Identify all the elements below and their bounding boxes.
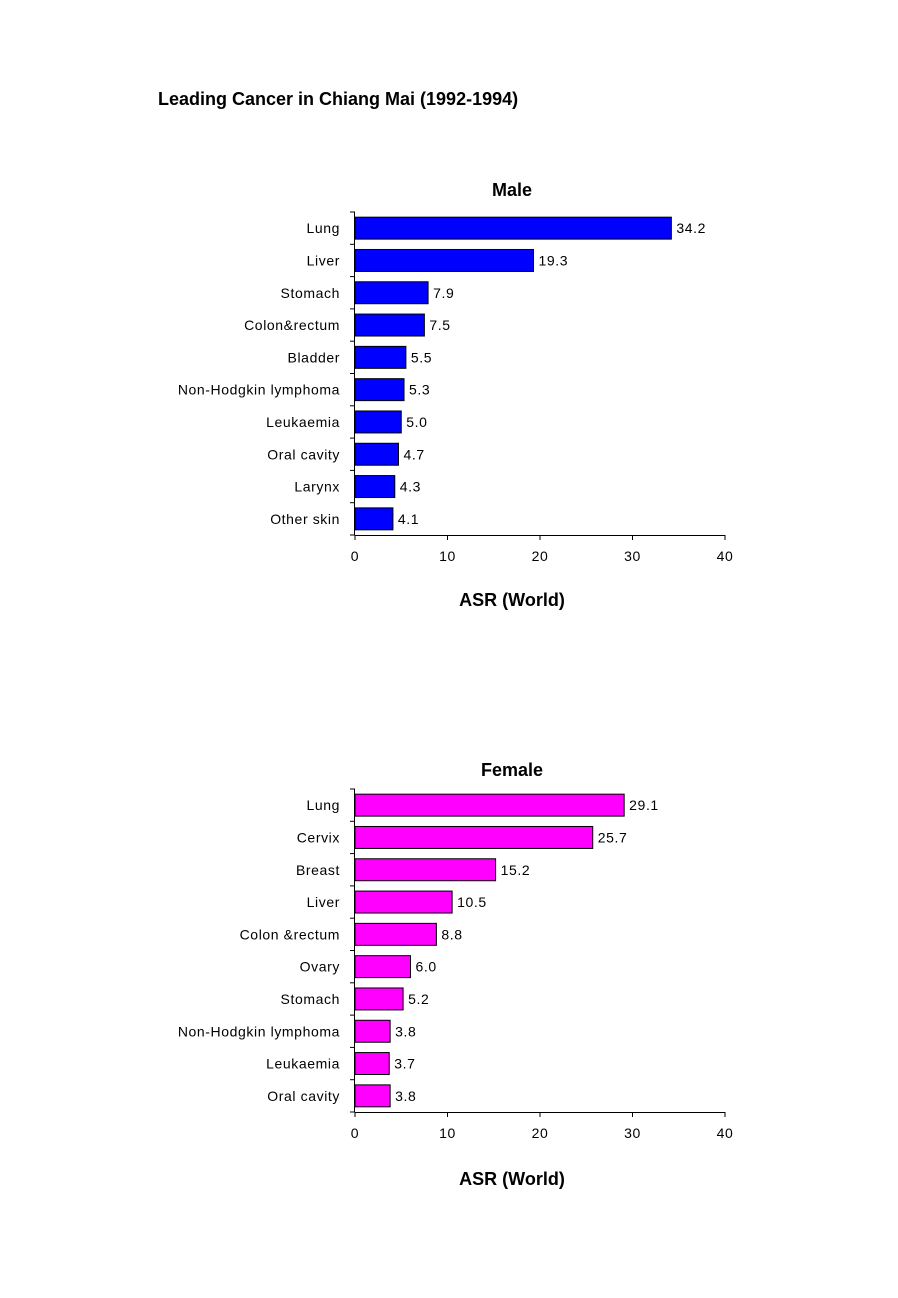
female-bar [354, 1084, 391, 1108]
male-bar [354, 507, 394, 531]
male-bar [354, 442, 399, 466]
male-category-label: Oral cavity [267, 446, 340, 462]
female-value-label: 6.0 [416, 959, 437, 975]
male-chart: Male 0 10 20 30 40 ASR (World) Lung 34.2 Liver 19.… [0, 170, 898, 630]
male-bar [354, 475, 396, 499]
female-category-label: Colon &rectum [240, 926, 340, 942]
male-x-tick-label: 40 [717, 548, 734, 564]
female-bar [354, 1052, 390, 1076]
female-x-axis-title: ASR (World) [459, 1169, 565, 1189]
male-value-label: 5.0 [406, 414, 427, 430]
female-x-tick-label: 30 [624, 1125, 641, 1141]
male-value-label: 4.3 [400, 479, 421, 495]
female-value-label: 15.2 [501, 862, 531, 878]
male-bar [354, 345, 407, 369]
female-category-label: Liver [307, 894, 340, 910]
female-bar [354, 825, 594, 849]
female-category-label: Cervix [297, 829, 340, 845]
female-bar [354, 890, 453, 914]
female-chart-svg: Female 0 10 20 30 40 ASR (World) Lung 29.1 Cervix… [178, 760, 734, 1189]
female-x-tick-label: 40 [717, 1125, 734, 1141]
male-value-label: 7.9 [433, 285, 454, 301]
male-chart-title: Male [492, 180, 532, 200]
female-category-label: Leukaemia [266, 1056, 340, 1072]
female-value-label: 29.1 [629, 797, 659, 813]
male-bar [354, 248, 535, 272]
male-category-label: Liver [307, 252, 340, 268]
female-category-label: Ovary [300, 959, 340, 975]
page-title: Leading Cancer in Chiang Mai (1992-1994) [158, 89, 519, 109]
female-x-tick-label: 20 [532, 1125, 549, 1141]
female-chart: Female 0 10 20 30 40 ASR (World) Lung 29.1 Cervix… [0, 750, 898, 1210]
male-x-tick-label: 20 [532, 548, 549, 564]
male-chart-svg: Male 0 10 20 30 40 ASR (World) Lung 34.2 Liver 19.… [178, 180, 734, 610]
male-x-axis-title: ASR (World) [459, 590, 565, 610]
male-x-tick-label: 30 [624, 548, 641, 564]
female-category-label: Stomach [281, 991, 340, 1007]
female-bar [354, 858, 497, 882]
female-value-label: 10.5 [457, 894, 487, 910]
male-bar [354, 216, 672, 240]
female-bar [354, 793, 625, 817]
female-value-label: 25.7 [598, 829, 628, 845]
male-value-label: 5.5 [411, 349, 432, 365]
female-bar [354, 955, 411, 979]
male-value-label: 7.5 [429, 317, 450, 333]
male-category-label: Colon&rectum [244, 317, 340, 333]
female-x-tick-label: 0 [351, 1125, 359, 1141]
male-value-label: 4.7 [403, 446, 424, 462]
male-value-label: 19.3 [539, 252, 569, 268]
female-value-label: 3.8 [395, 1088, 416, 1104]
female-chart-title: Female [481, 760, 543, 780]
male-category-label: Non-Hodgkin lymphoma [178, 382, 340, 398]
female-category-label: Oral cavity [267, 1088, 340, 1104]
male-x-tick-label: 0 [351, 548, 359, 564]
male-category-label: Lung [306, 220, 340, 236]
female-value-label: 5.2 [408, 991, 429, 1007]
male-bar [354, 378, 405, 402]
male-bar [354, 281, 429, 305]
male-category-label: Larynx [294, 479, 340, 495]
male-bar [354, 313, 425, 337]
female-value-label: 3.8 [395, 1023, 416, 1039]
female-value-label: 3.7 [394, 1056, 415, 1072]
male-x-tick-label: 10 [439, 548, 456, 564]
male-value-label: 4.1 [398, 511, 419, 527]
male-bar [354, 410, 402, 434]
male-value-label: 34.2 [676, 220, 706, 236]
female-category-label: Non-Hodgkin lymphoma [178, 1023, 340, 1039]
male-category-label: Bladder [288, 349, 340, 365]
female-bar [354, 1019, 391, 1043]
female-bar [354, 987, 404, 1011]
female-bar [354, 922, 437, 946]
male-category-label: Stomach [281, 285, 340, 301]
male-category-label: Leukaemia [266, 414, 340, 430]
male-category-label: Other skin [270, 511, 340, 527]
male-value-label: 5.3 [409, 382, 430, 398]
female-value-label: 8.8 [441, 926, 462, 942]
female-x-tick-label: 10 [439, 1125, 456, 1141]
female-category-label: Breast [296, 862, 340, 878]
female-category-label: Lung [306, 797, 340, 813]
